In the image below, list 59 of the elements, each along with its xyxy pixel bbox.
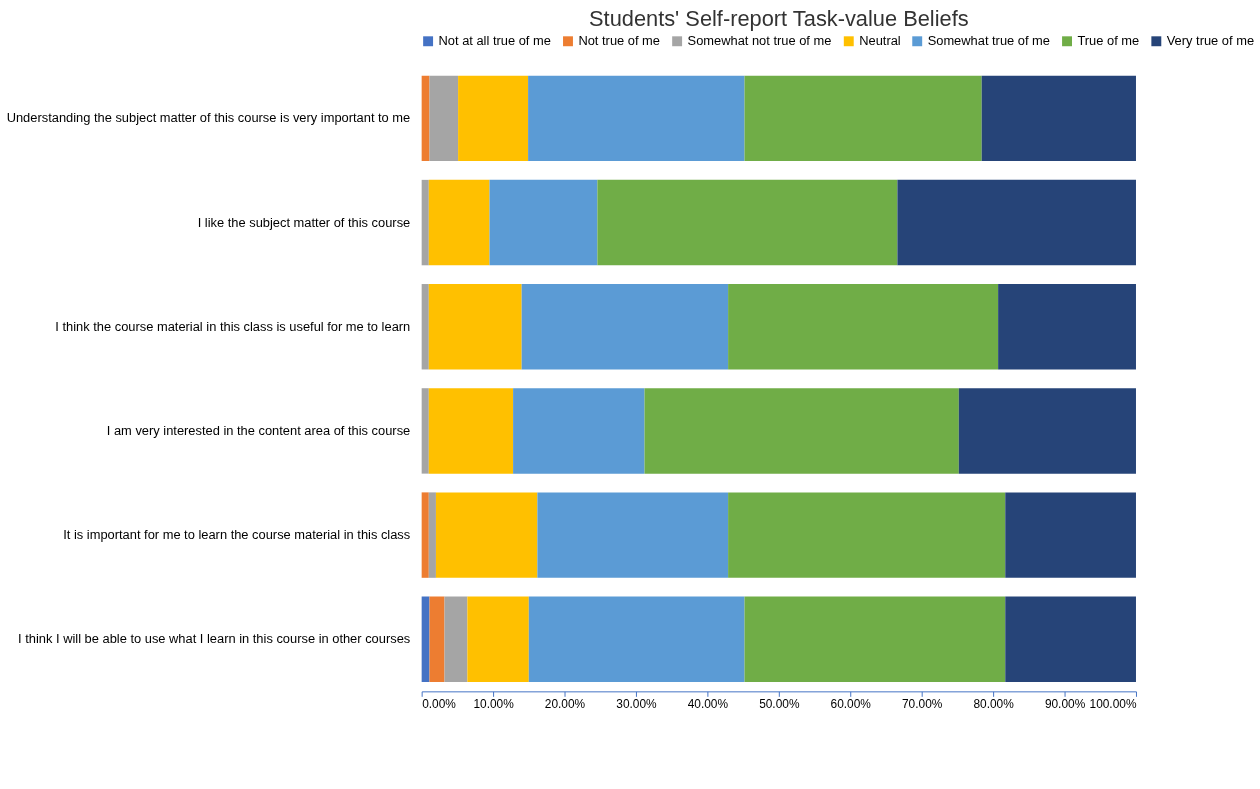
bar: [744, 596, 1006, 682]
bar: [513, 388, 645, 474]
bar: [1005, 492, 1136, 578]
bar: [744, 75, 982, 162]
bar: [998, 284, 1136, 370]
y-tick-label: I think I will be able to use what I learn in this course in other courses: [18, 631, 411, 647]
bar: [435, 492, 538, 578]
x-tick-label: 10.00%: [473, 696, 515, 711]
x-tick-label: 100.00%: [1089, 696, 1137, 711]
bar: [528, 75, 745, 162]
legend-label: Not at all true of me: [438, 33, 551, 49]
bar: [421, 492, 429, 578]
bar: [421, 388, 429, 474]
x-tick-label: 70.00%: [902, 696, 943, 711]
bar: [429, 75, 459, 162]
chart-title: Students' Self-report Task-value Beliefs: [589, 5, 969, 31]
bar: [428, 388, 514, 474]
x-tick-label: 60.00%: [830, 696, 872, 711]
y-tick-label: Understanding the subject matter of this course is very important to me: [6, 110, 411, 126]
x-tick-label: 40.00%: [687, 696, 729, 711]
bar: [428, 284, 522, 370]
bar: [521, 284, 729, 370]
bar: [528, 596, 745, 682]
x-tick-label: 80.00%: [973, 696, 1015, 711]
y-tick-label: It is important for me to learn the course material in this class: [63, 527, 411, 543]
bar: [897, 179, 1136, 266]
bar: [421, 284, 429, 370]
bar: [489, 179, 598, 266]
bar: [537, 492, 729, 578]
bar: [981, 75, 1136, 162]
legend-label: Neutral: [859, 33, 901, 49]
bar: [421, 179, 429, 266]
y-tick-label: I like the subject matter of this course: [197, 214, 411, 230]
x-tick-label: 50.00%: [759, 696, 800, 711]
legend-label: Somewhat true of me: [927, 33, 1051, 49]
bar: [728, 492, 1006, 578]
legend-label: Somewhat not true of me: [687, 33, 832, 49]
bar: [421, 596, 430, 682]
bar: [428, 492, 436, 578]
bar: [597, 179, 898, 266]
bar: [444, 596, 468, 682]
x-tick-label: 90.00%: [1044, 696, 1086, 711]
bar: [1005, 596, 1136, 682]
legend-label: Not true of me: [578, 33, 660, 49]
y-tick-label: I think the course material in this class is useful for me to learn: [55, 318, 411, 334]
bar: [728, 284, 999, 370]
bar: [429, 596, 445, 682]
bar: [958, 388, 1136, 474]
bar: [428, 179, 490, 266]
bar: [421, 75, 430, 162]
legend-label: True of me: [1077, 33, 1140, 49]
bar: [467, 596, 529, 682]
x-tick-label: 20.00%: [544, 696, 586, 711]
bar: [458, 75, 529, 162]
x-tick-label: 0.00%: [422, 696, 457, 711]
y-tick-label: I am very interested in the content area of this course: [106, 422, 411, 438]
x-tick-label: 30.00%: [616, 696, 658, 711]
legend-label: Very true of me: [1166, 33, 1255, 49]
bar: [644, 388, 959, 474]
